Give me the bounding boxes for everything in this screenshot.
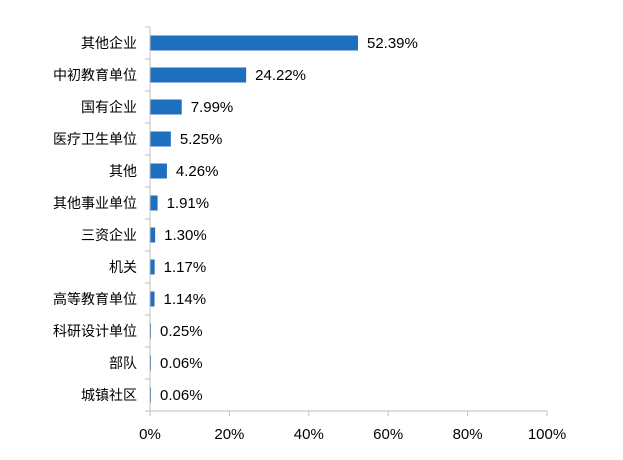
x-tick-label: 60% <box>373 426 403 443</box>
data-label: 1.14% <box>164 291 207 308</box>
data-label: 0.06% <box>160 387 203 404</box>
category-label: 其他事业单位 <box>53 196 137 212</box>
data-label: 0.06% <box>160 355 203 372</box>
data-label: 7.99% <box>191 99 234 116</box>
category-label: 科研设计单位 <box>53 324 137 340</box>
data-label: 4.26% <box>176 163 219 180</box>
bar-4 <box>150 131 171 147</box>
data-label: 1.17% <box>164 259 207 276</box>
data-label: 0.25% <box>160 323 203 340</box>
bars-group <box>150 35 358 403</box>
category-label: 机关 <box>109 260 137 276</box>
category-labels: 其他企业中初教育单位国有企业医疗卫生单位其他其他事业单位三资企业机关高等教育单位… <box>53 35 137 404</box>
data-label: 52.39% <box>367 35 418 52</box>
category-label: 其他企业 <box>81 35 137 52</box>
bar-5 <box>150 163 167 179</box>
data-label: 1.91% <box>167 195 210 212</box>
category-label: 国有企业 <box>81 99 137 116</box>
bar-6 <box>150 195 158 211</box>
x-tick-label: 80% <box>453 426 483 443</box>
data-label: 1.30% <box>164 227 207 244</box>
category-label: 城镇社区 <box>81 388 137 404</box>
category-label: 三资企业 <box>81 227 137 244</box>
category-label: 高等教育单位 <box>53 291 137 308</box>
bar-3 <box>150 99 182 115</box>
bar-1 <box>150 35 358 51</box>
x-tick-label: 0% <box>139 426 161 443</box>
data-label: 24.22% <box>255 67 306 84</box>
x-axis-ticks: 0% 20% 40% 60% 80% 100% <box>139 411 566 443</box>
x-tick-label: 20% <box>214 426 244 443</box>
bar-7 <box>150 227 156 243</box>
category-label: 部队 <box>109 356 137 372</box>
bar-9 <box>150 291 155 307</box>
bar-2 <box>150 67 247 83</box>
bar-8 <box>150 259 155 275</box>
x-tick-label: 100% <box>528 426 566 443</box>
value-labels: 52.39% 24.22% 7.99% 5.25% 4.26% 1.91% 1.30% 1.1… <box>160 35 418 404</box>
axis-group <box>145 26 547 412</box>
category-label: 中初教育单位 <box>53 67 137 84</box>
category-label: 其他 <box>109 164 137 180</box>
data-label: 5.25% <box>180 131 223 148</box>
x-tick-label: 40% <box>294 426 324 443</box>
category-label: 医疗卫生单位 <box>53 132 137 148</box>
